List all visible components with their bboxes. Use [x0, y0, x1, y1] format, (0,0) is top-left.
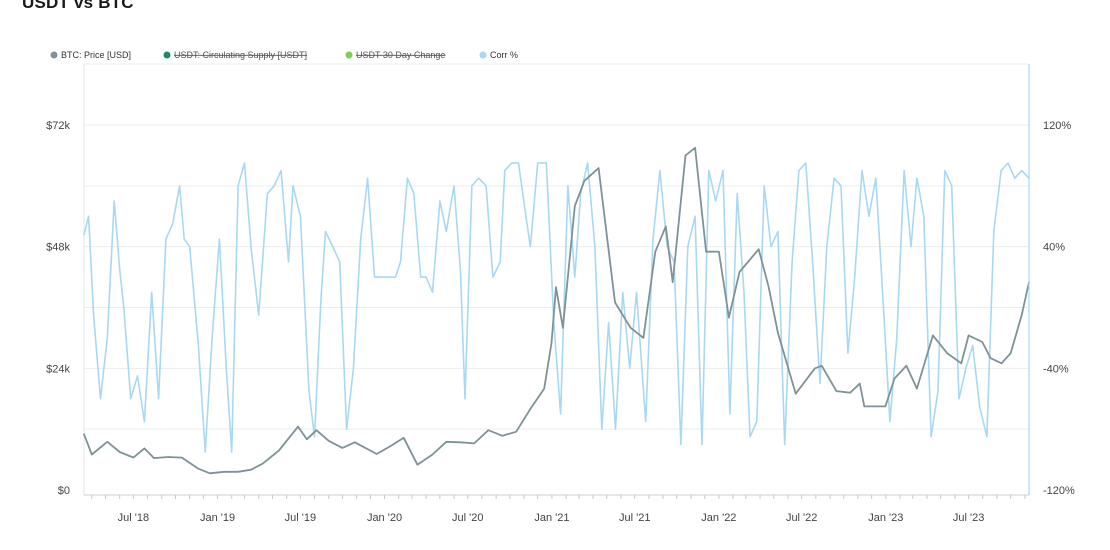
- legend: BTC: Price [USD] USDT: Circulating Suppl…: [50, 50, 519, 60]
- x-tick-label: Jan '22: [701, 512, 736, 524]
- y-left-tick-label: $24k: [46, 363, 70, 375]
- y-left-tick-label: $0: [58, 485, 70, 497]
- legend-label-usdt-supply: USDT: Circulating Supply [USDT]: [174, 50, 307, 60]
- series-line-corr: [83, 162, 1030, 453]
- x-tick-label: Jan '20: [367, 512, 402, 524]
- legend-label-usdt-30day-change: USDT 30 Day Change: [356, 50, 445, 60]
- legend-swatch-usdt-supply: [163, 51, 171, 59]
- x-tick-label: Jan '23: [868, 512, 903, 524]
- legend-label-corr: Corr %: [490, 50, 518, 60]
- x-tick-label: Jan '19: [200, 512, 235, 524]
- legend-label-btc-price: BTC: Price [USD]: [61, 50, 131, 60]
- x-tick-label: Jul '21: [619, 512, 650, 524]
- y-left-tick-label: $48k: [46, 242, 70, 254]
- y-right-tick-label: -40%: [1043, 363, 1069, 375]
- legend-swatch-corr: [479, 51, 487, 59]
- legend-swatch-btc-price: [50, 51, 58, 59]
- x-tick-label: Jul '18: [118, 512, 149, 524]
- series-line-btc-price: [83, 146, 1030, 475]
- ticks: Jul '18 Jan '19 Jul '19 Jan '20 Jul '20 Jan '…: [46, 120, 1075, 524]
- y-right-tick-label: -120%: [1043, 485, 1075, 497]
- legend-item-usdt-supply[interactable]: USDT: Circulating Supply [USDT]: [163, 50, 308, 60]
- legend-item-btc-price[interactable]: BTC: Price [USD]: [50, 50, 132, 60]
- x-tick-label: Jul '20: [452, 512, 483, 524]
- legend-item-usdt-30day-change[interactable]: USDT 30 Day Change: [345, 50, 446, 60]
- plot-frame: [83, 63, 1029, 495]
- y-left-tick-label: $72k: [46, 120, 70, 132]
- axes: [84, 64, 1030, 496]
- y-right-tick-label: 40%: [1043, 242, 1065, 254]
- page-title: USDT vs BTC: [22, 0, 134, 12]
- legend-item-corr[interactable]: Corr %: [479, 50, 519, 60]
- x-tick-label: Jan '21: [534, 512, 569, 524]
- series-layer: [83, 146, 1030, 475]
- x-tick-label: Jul '22: [786, 512, 817, 524]
- x-tick-label: Jul '19: [285, 512, 316, 524]
- legend-swatch-usdt-30day-change: [345, 51, 353, 59]
- y-right-tick-label: 120%: [1043, 120, 1071, 132]
- x-tick-label: Jul '23: [953, 512, 984, 524]
